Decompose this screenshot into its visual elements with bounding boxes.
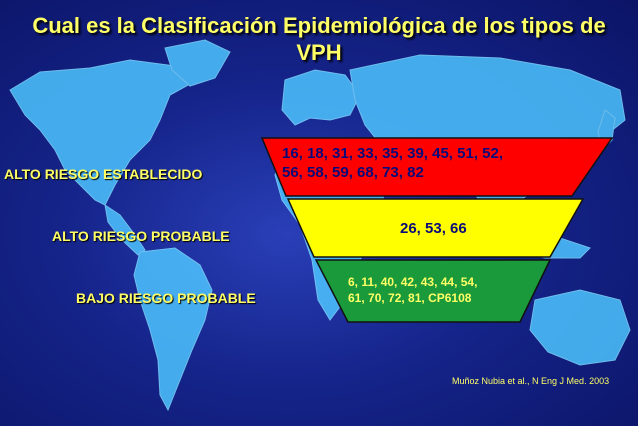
citation: Muñoz Nubia et al., N Eng J Med. 2003 [452, 376, 610, 386]
australia-shape [529, 289, 631, 366]
title-line-1: Cual es la Clasificación Epidemiológica … [32, 13, 606, 38]
types-high-probable-line-1: 26, 53, 66 [400, 220, 467, 237]
label-high-risk-established: ALTO RIESGO ESTABLECIDO [4, 166, 203, 182]
funnel-band-high-established [260, 137, 614, 197]
types-high-established-line-1: 16, 18, 31, 33, 35, 39, 45, 51, 52, [282, 145, 504, 162]
north-america-shape [9, 59, 191, 206]
types-high-established-line-2: 56, 58, 59, 68, 73, 82 [282, 164, 424, 181]
funnel-band-high-probable [286, 198, 585, 258]
label-high-risk-probable: ALTO RIESGO PROBABLE [52, 228, 230, 244]
label-low-risk-probable: BAJO RIESGO PROBABLE [76, 290, 256, 306]
south-america-shape [133, 247, 213, 412]
greenland-shape [164, 39, 231, 87]
types-low-probable-line-1: 6, 11, 40, 42, 43, 44, 54, [348, 275, 478, 289]
types-low-probable: 6, 11, 40, 42, 43, 44, 54, 61, 70, 72, 8… [348, 274, 477, 306]
types-high-probable: 26, 53, 66 [400, 220, 467, 237]
types-high-established: 16, 18, 31, 33, 35, 39, 45, 51, 52, 56, … [282, 144, 503, 182]
title-line-2: VPH [296, 40, 342, 65]
types-low-probable-line-2: 61, 70, 72, 81, CP6108 [348, 291, 472, 305]
funnel-band-low-probable [314, 259, 552, 323]
europe-shape [281, 69, 361, 126]
slide-title: Cual es la Clasificación Epidemiológica … [0, 12, 638, 66]
